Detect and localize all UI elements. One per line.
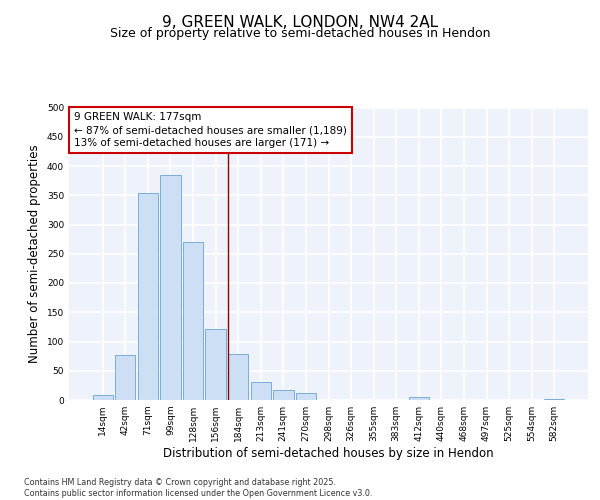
Bar — [115, 355, 136, 400]
Bar — [544, 399, 565, 400]
Bar — [296, 393, 316, 400]
Text: Size of property relative to semi-detached houses in Hendon: Size of property relative to semi-detach… — [110, 28, 490, 40]
Bar — [183, 242, 203, 400]
Bar — [160, 175, 181, 400]
Text: Contains HM Land Registry data © Crown copyright and database right 2025.
Contai: Contains HM Land Registry data © Crown c… — [24, 478, 373, 498]
X-axis label: Distribution of semi-detached houses by size in Hendon: Distribution of semi-detached houses by … — [163, 447, 494, 460]
Y-axis label: Number of semi-detached properties: Number of semi-detached properties — [28, 144, 41, 363]
Bar — [92, 394, 113, 400]
Bar — [273, 390, 293, 400]
Bar — [228, 354, 248, 400]
Text: 9, GREEN WALK, LONDON, NW4 2AL: 9, GREEN WALK, LONDON, NW4 2AL — [162, 15, 438, 30]
Bar — [409, 397, 429, 400]
Text: 9 GREEN WALK: 177sqm
← 87% of semi-detached houses are smaller (1,189)
13% of se: 9 GREEN WALK: 177sqm ← 87% of semi-detac… — [74, 112, 347, 148]
Bar — [251, 382, 271, 400]
Bar — [138, 194, 158, 400]
Bar — [205, 328, 226, 400]
